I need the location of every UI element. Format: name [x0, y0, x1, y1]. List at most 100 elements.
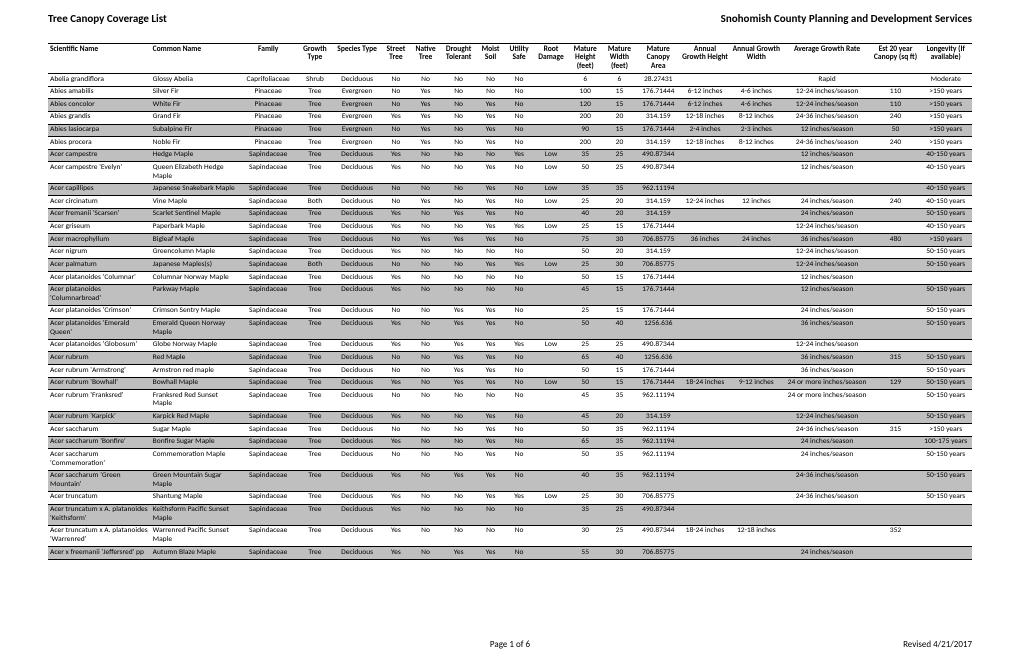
table-cell: No — [477, 525, 504, 546]
column-header: Common Name — [151, 44, 240, 74]
table-cell: 15 — [602, 272, 636, 285]
table-cell: No — [504, 183, 534, 196]
table-cell: 962.11194 — [637, 470, 680, 491]
table-cell: No — [440, 246, 477, 259]
table-cell: No — [440, 284, 477, 305]
table-row: Acer x freemanii 'Jeffersred' ppAutumn B… — [48, 547, 972, 560]
table-cell: No — [504, 504, 534, 525]
table-cell: Acer platanoides 'Emerald Queen' — [48, 318, 151, 339]
table-row: Acer saccharum 'Green Mountain'Green Mou… — [48, 470, 972, 491]
table-cell: Yes — [477, 162, 504, 183]
table-cell: Paperbark Maple — [151, 221, 240, 234]
table-cell: Tree — [297, 390, 334, 411]
table-cell: 15 — [602, 124, 636, 137]
table-cell: Yes — [477, 137, 504, 150]
table-row: Acer circinatumVine MapleSapindaceaeBoth… — [48, 196, 972, 209]
table-cell: Tree — [297, 208, 334, 221]
table-cell: 12-18 inches — [680, 111, 730, 124]
table-cell: 25 — [568, 491, 602, 504]
table-cell: No — [504, 272, 534, 285]
table-cell: 240 — [872, 111, 920, 124]
table-cell — [872, 504, 920, 525]
table-cell: Yes — [440, 377, 477, 390]
table-cell: 35 — [602, 183, 636, 196]
table-cell: 962.11194 — [637, 183, 680, 196]
table-cell: Yes — [504, 259, 534, 272]
table-cell: 35 — [568, 183, 602, 196]
table-cell — [534, 525, 568, 546]
table-cell: 24 inches/season — [783, 547, 872, 560]
table-cell: 9-12 inches — [730, 377, 782, 390]
table-cell: Yes — [381, 246, 411, 259]
table-cell — [730, 436, 782, 449]
table-cell: 20 — [602, 137, 636, 150]
table-cell: Deciduous — [333, 318, 381, 339]
table-cell: Deciduous — [333, 196, 381, 209]
table-cell: No — [440, 424, 477, 437]
table-cell: No — [504, 124, 534, 137]
table-cell — [872, 365, 920, 378]
table-cell — [872, 74, 920, 87]
table-cell: Acer saccharum — [48, 424, 151, 437]
table-cell: Sapindaceae — [240, 246, 297, 259]
table-cell: Acer nigrum — [48, 246, 151, 259]
table-cell: No — [504, 352, 534, 365]
table-cell: Yes — [477, 547, 504, 560]
table-cell — [534, 246, 568, 259]
table-cell: 30 — [602, 259, 636, 272]
table-cell: 24 inches/season — [783, 449, 872, 470]
table-cell: Yes — [381, 525, 411, 546]
table-cell: Tree — [297, 86, 334, 99]
table-cell: Deciduous — [333, 74, 381, 87]
table-cell: 12 inches/season — [783, 272, 872, 285]
table-cell: 35 — [602, 390, 636, 411]
table-cell — [534, 318, 568, 339]
table-cell: Yes — [440, 470, 477, 491]
table-cell: 36 inches/season — [783, 365, 872, 378]
table-cell: No — [504, 234, 534, 247]
table-cell: No — [381, 74, 411, 87]
table-cell — [534, 411, 568, 424]
table-cell: 24 or more inches/season — [783, 377, 872, 390]
table-cell: 50 — [568, 424, 602, 437]
table-cell: Yes — [440, 234, 477, 247]
table-cell: 6-12 inches — [680, 86, 730, 99]
column-header: Utility Safe — [504, 44, 534, 74]
table-cell — [680, 318, 730, 339]
table-cell: 50 — [568, 365, 602, 378]
table-cell: 35 — [602, 449, 636, 470]
table-cell: No — [504, 99, 534, 112]
table-cell — [730, 183, 782, 196]
table-cell — [872, 547, 920, 560]
table-cell: 24 inches/season — [783, 305, 872, 318]
table-cell: Evergreen — [333, 111, 381, 124]
table-cell: 315 — [872, 352, 920, 365]
table-cell: No — [381, 196, 411, 209]
table-cell: Deciduous — [333, 504, 381, 525]
table-cell: Acer macrophyllum — [48, 234, 151, 247]
table-cell: 314.159 — [637, 208, 680, 221]
table-cell: Tree — [297, 149, 334, 162]
table-cell: No — [411, 424, 441, 437]
table-row: Acer rubrum 'Bowhall'Bowhall MapleSapind… — [48, 377, 972, 390]
table-cell — [872, 162, 920, 183]
table-cell: Crimson Sentry Maple — [151, 305, 240, 318]
table-cell: 15 — [602, 221, 636, 234]
table-cell: No — [477, 272, 504, 285]
table-cell: 24 inches — [730, 234, 782, 247]
table-cell: Evergreen — [333, 137, 381, 150]
table-row: Acer saccharumSugar MapleSapindaceaeTree… — [48, 424, 972, 437]
table-cell — [730, 259, 782, 272]
table-cell: 12-18 inches — [730, 525, 782, 546]
table-cell: Tree — [297, 246, 334, 259]
table-cell — [783, 504, 872, 525]
column-header: Native Tree — [411, 44, 441, 74]
table-cell: 40-150 years — [919, 221, 972, 234]
table-cell: 6-12 inches — [680, 99, 730, 112]
table-cell: No — [381, 259, 411, 272]
table-cell: Deciduous — [333, 208, 381, 221]
table-cell: Sapindaceae — [240, 547, 297, 560]
table-cell: Yes — [440, 339, 477, 352]
table-cell: 12-24 inches/season — [783, 246, 872, 259]
table-cell — [730, 339, 782, 352]
